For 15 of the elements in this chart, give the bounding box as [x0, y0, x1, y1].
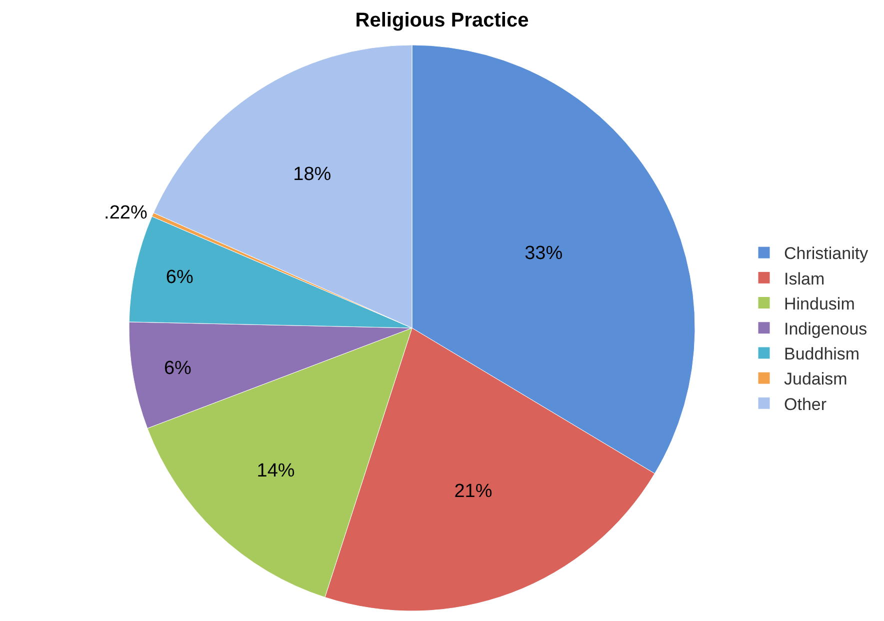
- data-label: 33%: [524, 242, 563, 264]
- legend-label: Indigenous: [784, 319, 868, 338]
- data-label: .22%: [104, 202, 148, 224]
- chart-title: Religious Practice: [355, 9, 529, 32]
- data-label: 21%: [454, 480, 492, 502]
- legend-label: Islam: [784, 269, 825, 288]
- data-label: 18%: [293, 164, 332, 185]
- legend-label: Buddhism: [784, 344, 860, 364]
- data-label: 6%: [164, 358, 192, 379]
- legend-label: Christianity: [784, 244, 869, 264]
- data-label: 6%: [166, 267, 194, 288]
- data-label: 14%: [256, 460, 295, 482]
- legend-label: Judaism: [784, 370, 848, 389]
- legend-label: Other: [784, 394, 827, 414]
- legend-label: Hindusim: [784, 294, 855, 314]
